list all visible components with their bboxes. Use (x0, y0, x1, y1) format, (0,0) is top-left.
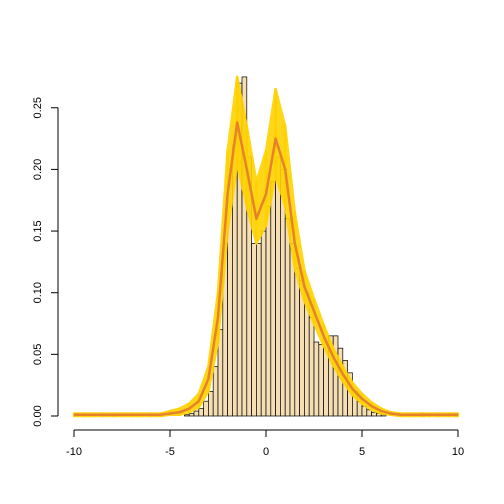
bar (294, 267, 300, 417)
y-tick-label: 0.20 (32, 159, 44, 180)
x-tick-label: 10 (452, 446, 464, 458)
bar (284, 218, 291, 417)
bar (275, 156, 281, 417)
bar (208, 390, 214, 417)
bar (308, 317, 315, 417)
y-tick-label: 0.00 (32, 405, 44, 426)
bar (203, 400, 209, 417)
bar (260, 230, 267, 417)
y-tick-label: 0.25 (32, 97, 44, 118)
x-tick-label: -10 (66, 446, 82, 458)
bar (318, 344, 324, 417)
y-tick-label: 0.15 (32, 220, 44, 241)
x-tick-label: 5 (359, 446, 365, 458)
bar (270, 181, 276, 417)
bar (193, 410, 200, 417)
bar (256, 243, 262, 417)
bar (371, 411, 377, 417)
bar (313, 341, 320, 417)
y-tick-label: 0.10 (32, 282, 44, 303)
bar (198, 408, 204, 417)
bar (251, 243, 257, 417)
x-tick-label: 0 (263, 446, 269, 458)
bar (212, 366, 219, 417)
y-tick-label: 0.05 (32, 344, 44, 365)
bar (188, 413, 195, 417)
bar (184, 414, 190, 417)
density-curve (74, 121, 458, 417)
x-tick-label: -5 (165, 446, 175, 458)
bar (265, 206, 272, 417)
